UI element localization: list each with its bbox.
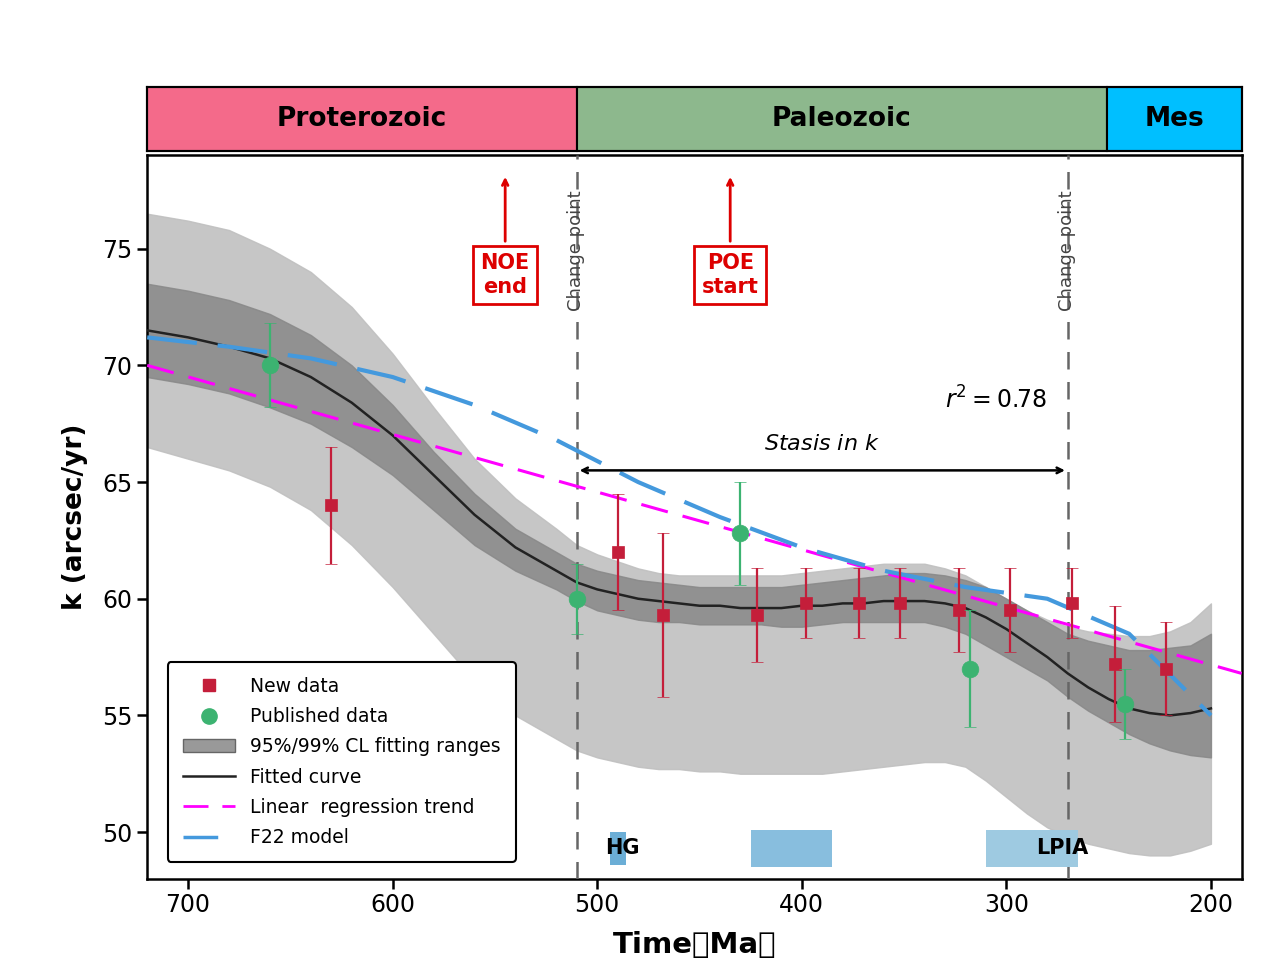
Text: Mes: Mes xyxy=(1144,106,1204,132)
Text: Proterozoic: Proterozoic xyxy=(276,106,447,132)
Text: LPIA: LPIA xyxy=(1036,838,1088,858)
Text: Paleozoic: Paleozoic xyxy=(772,106,911,132)
Bar xyxy=(750,830,832,867)
Text: Change point: Change point xyxy=(567,190,585,311)
Legend: New data, Published data, 95%/99% CL fitting ranges, Fitted curve, Linear  regre: New data, Published data, 95%/99% CL fit… xyxy=(168,662,516,862)
Text: Stasis in $k$: Stasis in $k$ xyxy=(764,434,881,454)
Text: Change point: Change point xyxy=(1057,190,1076,311)
Bar xyxy=(147,87,577,151)
Text: NOE
end: NOE end xyxy=(480,253,530,296)
X-axis label: Time（Ma）: Time（Ma） xyxy=(613,931,776,959)
Bar xyxy=(577,87,1107,151)
Bar xyxy=(1107,87,1242,151)
Y-axis label: k (arcsec/yr): k (arcsec/yr) xyxy=(63,424,88,610)
Text: POE
start: POE start xyxy=(701,253,759,296)
Text: $r^2 = 0.78$: $r^2 = 0.78$ xyxy=(945,386,1047,414)
Text: HG: HG xyxy=(605,838,640,858)
Bar xyxy=(986,830,1078,867)
Bar xyxy=(609,832,626,865)
